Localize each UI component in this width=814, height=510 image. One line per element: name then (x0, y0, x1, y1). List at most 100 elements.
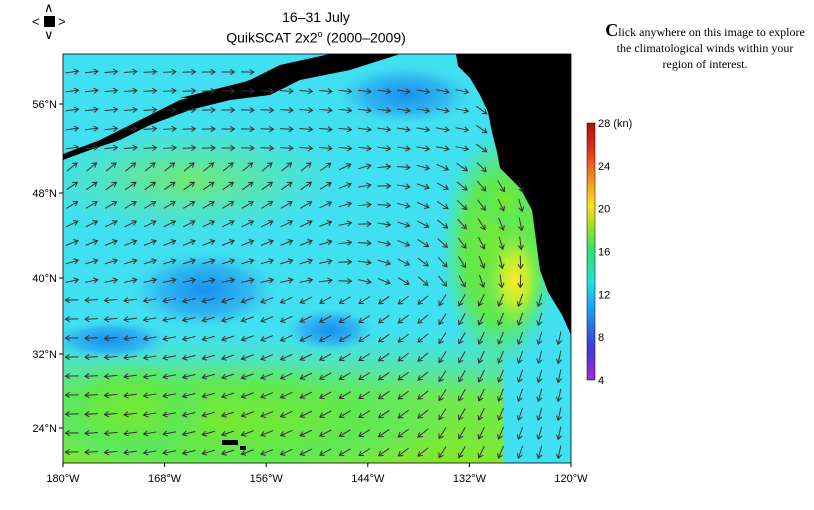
y-tick-label: 56°N (32, 99, 57, 111)
wind-arrow (456, 181, 468, 191)
wind-arrow (163, 201, 176, 209)
wind-arrow (124, 258, 138, 265)
wind-arrow (318, 296, 332, 304)
wind-arrow (84, 87, 99, 94)
wind-arrow (455, 107, 470, 114)
wind-arrow (123, 411, 138, 418)
wind-arrow (536, 445, 543, 460)
wind-arrow (377, 428, 390, 438)
wind-arrow (437, 238, 448, 249)
wind-arrow (64, 410, 79, 418)
wind-arrow (143, 258, 158, 265)
wind-arrow (65, 258, 80, 265)
wind-arrow (338, 220, 353, 227)
wind-arrow (555, 407, 563, 422)
wind-arrow (517, 179, 525, 193)
wind-arrow (260, 411, 274, 418)
wind-arrow (202, 277, 216, 284)
wind-arrow (280, 277, 294, 284)
wind-arrow (221, 87, 236, 95)
wind-arrow (456, 162, 469, 172)
wind-arrow (104, 277, 119, 284)
wind-arrow (417, 352, 429, 362)
wind-arrow (142, 411, 157, 418)
wind-arrow (279, 391, 293, 399)
wind-arrow (477, 426, 485, 440)
wind-arrow (497, 180, 505, 193)
wind-arrow (338, 429, 351, 437)
wind-arrow (417, 447, 429, 457)
wind-vectors (64, 68, 563, 460)
wind-arrow (260, 449, 274, 456)
wind-arrow (162, 297, 176, 304)
wind-arrow (103, 335, 118, 342)
pan-up-icon[interactable]: ∧ (44, 0, 54, 15)
wind-arrow (536, 388, 543, 403)
wind-arrow (475, 124, 488, 134)
x-tick-label: 156°W (250, 473, 284, 485)
wind-arrow (124, 277, 138, 284)
wind-arrow (104, 144, 119, 151)
pan-down-icon[interactable]: ∨ (44, 27, 54, 42)
wind-arrow (182, 125, 197, 133)
wind-arrow (438, 370, 447, 383)
wind-arrow (436, 88, 450, 95)
wind-arrow (143, 144, 158, 151)
wind-arrow (318, 448, 332, 456)
wind-arrow (64, 429, 79, 437)
wind-arrow (299, 410, 313, 418)
wind-arrow (64, 315, 79, 323)
wind-arrow (497, 407, 504, 421)
wind-arrow (201, 392, 215, 399)
wind-arrow (417, 390, 429, 400)
wind-arrow (260, 220, 274, 228)
wind-arrow (142, 316, 157, 323)
wind-arrow (124, 181, 137, 191)
wind-arrow (162, 316, 176, 323)
wind-arrow (279, 88, 294, 95)
wind-arrow (397, 333, 410, 343)
wind-arrow (260, 125, 275, 133)
wind-arrow (416, 183, 431, 190)
wind-arrow (318, 315, 332, 323)
wind-arrow (458, 427, 466, 440)
wind-arrow (143, 239, 157, 246)
wind-arrow (65, 144, 80, 151)
wind-arrow (299, 429, 313, 437)
wind-arrow (162, 373, 176, 380)
wind-arrow (536, 312, 543, 327)
wind-arrow (220, 411, 235, 418)
wind-arrow (477, 350, 485, 364)
wind-arrow (260, 392, 274, 399)
wind-arrow (220, 430, 235, 437)
wind-arrow (84, 411, 99, 418)
wind-arrow (377, 409, 390, 419)
wind-arrow (377, 202, 392, 209)
pan-right-icon[interactable]: > (58, 14, 66, 29)
center-icon[interactable] (44, 16, 55, 27)
wind-arrow (144, 162, 156, 172)
x-tick-label: 144°W (351, 473, 385, 485)
wind-arrow (457, 218, 467, 230)
longitude-axis: 180°W 168°W 156°W 144°W 132°W 120°W (46, 463, 588, 485)
wind-arrow (64, 296, 79, 304)
wind-arrow (162, 144, 177, 151)
wind-arrow (397, 428, 410, 438)
wind-arrow (260, 316, 274, 323)
wind-arrow (260, 373, 274, 380)
wind-arrow (299, 296, 313, 304)
wind-arrow (436, 107, 450, 114)
wind-arrow (280, 258, 294, 265)
wind-arrow (338, 145, 353, 152)
wind-arrow (397, 183, 411, 190)
wind-arrow (377, 371, 390, 381)
wind-arrow (478, 255, 486, 269)
wind-arrow (377, 352, 390, 362)
wind-arrow (221, 106, 236, 114)
wind-arrow (438, 294, 447, 307)
wind-arrow (517, 236, 524, 251)
pan-left-icon[interactable]: < (32, 14, 40, 29)
wind-arrow (144, 181, 157, 191)
wind-arrow (396, 88, 411, 95)
